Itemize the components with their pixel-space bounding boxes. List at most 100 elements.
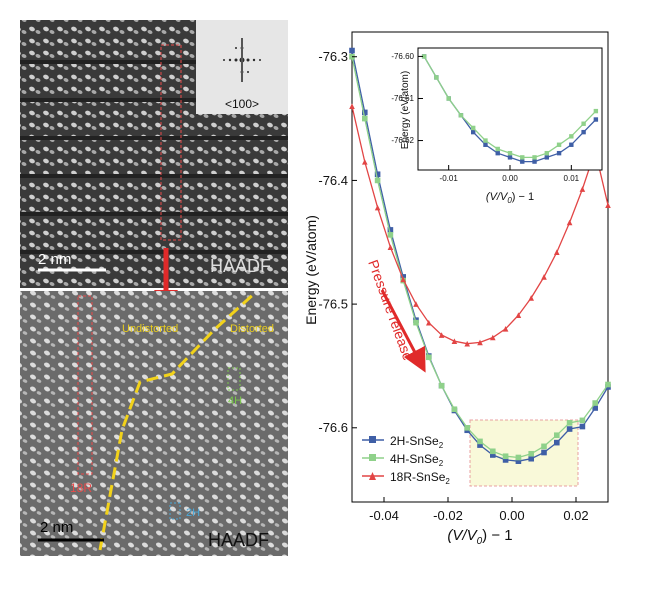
bottom-scale-label: 2 nm (40, 519, 73, 536)
inset-point (483, 138, 488, 143)
main-point (579, 186, 586, 192)
main-point (438, 332, 445, 338)
bottom-haadf-label: HAADF (208, 530, 269, 550)
inset-point (434, 75, 439, 80)
inset-point (495, 150, 500, 156)
inset-ytick-label: -76.60 (391, 52, 414, 61)
top-haadf-panel: <100> 2 nm HAADF (20, 20, 288, 288)
box-4h (227, 367, 241, 391)
fft-zone-label: <100> (225, 97, 259, 111)
main-point (515, 454, 522, 461)
main-point (362, 109, 368, 116)
inset-point (507, 155, 513, 160)
inset-xtick-label: 0.01 (564, 174, 580, 183)
main-point (502, 457, 509, 463)
inset-point (520, 159, 525, 164)
inset-point (544, 155, 549, 160)
main-xtick-label: 0.02 (563, 508, 588, 523)
main-point (362, 159, 368, 165)
main-point (554, 439, 560, 446)
main-point (413, 319, 419, 326)
main-point (477, 442, 483, 448)
inset-point (556, 142, 562, 147)
main-point (579, 423, 586, 430)
inset-ytick-label: -76.62 (391, 136, 414, 145)
legend-item-2h: 2H-SnSe2 (362, 434, 444, 450)
top-haadf-label: HAADF (210, 256, 271, 276)
main-point (592, 405, 598, 411)
distorted-label: Distorted (230, 323, 274, 335)
main-point (515, 458, 522, 464)
inset-xlabel: (V/V0) − 1 (486, 191, 534, 205)
inset-point (520, 155, 525, 160)
inset-chart: -0.01 0.00 0.01 -76.60 -76.61 -76.62 Energy (… (391, 47, 603, 205)
main-point (438, 382, 445, 389)
main-point (541, 443, 547, 450)
legend-marker-18r (369, 472, 376, 480)
inset-point (471, 125, 476, 131)
inset-chart-frame (417, 47, 603, 171)
main-point (426, 319, 432, 326)
legend-item-4h: 4H-SnSe2 (362, 452, 444, 468)
main-point (464, 340, 470, 347)
main-ytick-label: -76.4 (318, 173, 348, 188)
inset-point (421, 54, 427, 59)
main-point (374, 171, 381, 178)
main-point (528, 450, 534, 457)
main-xtick-label: -0.02 (433, 508, 463, 523)
inset-point (569, 134, 574, 139)
zoom-highlight-box (469, 419, 579, 487)
bottom-haadf-panel: Undistorted Distorted 18R 4H 2H 2 nm HAA… (20, 290, 288, 556)
inset-point (471, 129, 476, 135)
main-point (554, 432, 560, 439)
main-point (413, 301, 419, 307)
inset-ytick-label: -76.61 (391, 94, 414, 103)
inset-point (507, 150, 513, 156)
main-point (579, 417, 586, 424)
main-point (566, 426, 573, 432)
main-point (387, 232, 394, 238)
main-point (426, 354, 432, 361)
main-xtick-label: -0.04 (369, 508, 399, 523)
inset-point (593, 117, 599, 122)
legend-label-18r: 18R-SnSe2 (390, 470, 450, 486)
bottom-lattice-image (20, 291, 288, 556)
main-point (605, 202, 611, 208)
main-point (374, 177, 381, 184)
main-ylabel: Energy (eV/atom) (303, 215, 319, 325)
inset-point (458, 113, 464, 118)
box-18r (77, 295, 93, 475)
main-point (502, 326, 509, 332)
main-point (451, 338, 458, 345)
label-2h: 2H (186, 507, 200, 519)
inset-point (569, 142, 574, 147)
inset-point (532, 159, 537, 164)
legend-label-4h: 4H-SnSe2 (390, 452, 444, 468)
label-4h: 4H (228, 395, 242, 407)
main-point (464, 424, 470, 431)
main-point (490, 334, 496, 341)
main-xtick-label: 0.00 (499, 508, 524, 523)
inset-xtick-label: -0.01 (440, 174, 459, 183)
main-point (374, 204, 381, 211)
main-point (502, 453, 509, 460)
main-point (477, 438, 483, 445)
main-point (490, 452, 496, 458)
boundary-line (98, 290, 258, 551)
main-point (362, 115, 368, 122)
main-point (451, 406, 458, 413)
main-ytick-label: -76.3 (318, 49, 348, 64)
main-point (566, 219, 573, 226)
inset-point (483, 142, 488, 147)
inset-point (532, 155, 537, 160)
top-layer-gaps (20, 60, 288, 254)
main-point (349, 103, 355, 110)
fft-inset: <100> (196, 20, 288, 114)
top-red-box (160, 44, 182, 241)
main-chart-frame (351, 31, 609, 503)
main-point (541, 274, 547, 280)
inset-point (593, 108, 599, 114)
inset-point (581, 129, 586, 135)
box-2h (169, 502, 181, 520)
